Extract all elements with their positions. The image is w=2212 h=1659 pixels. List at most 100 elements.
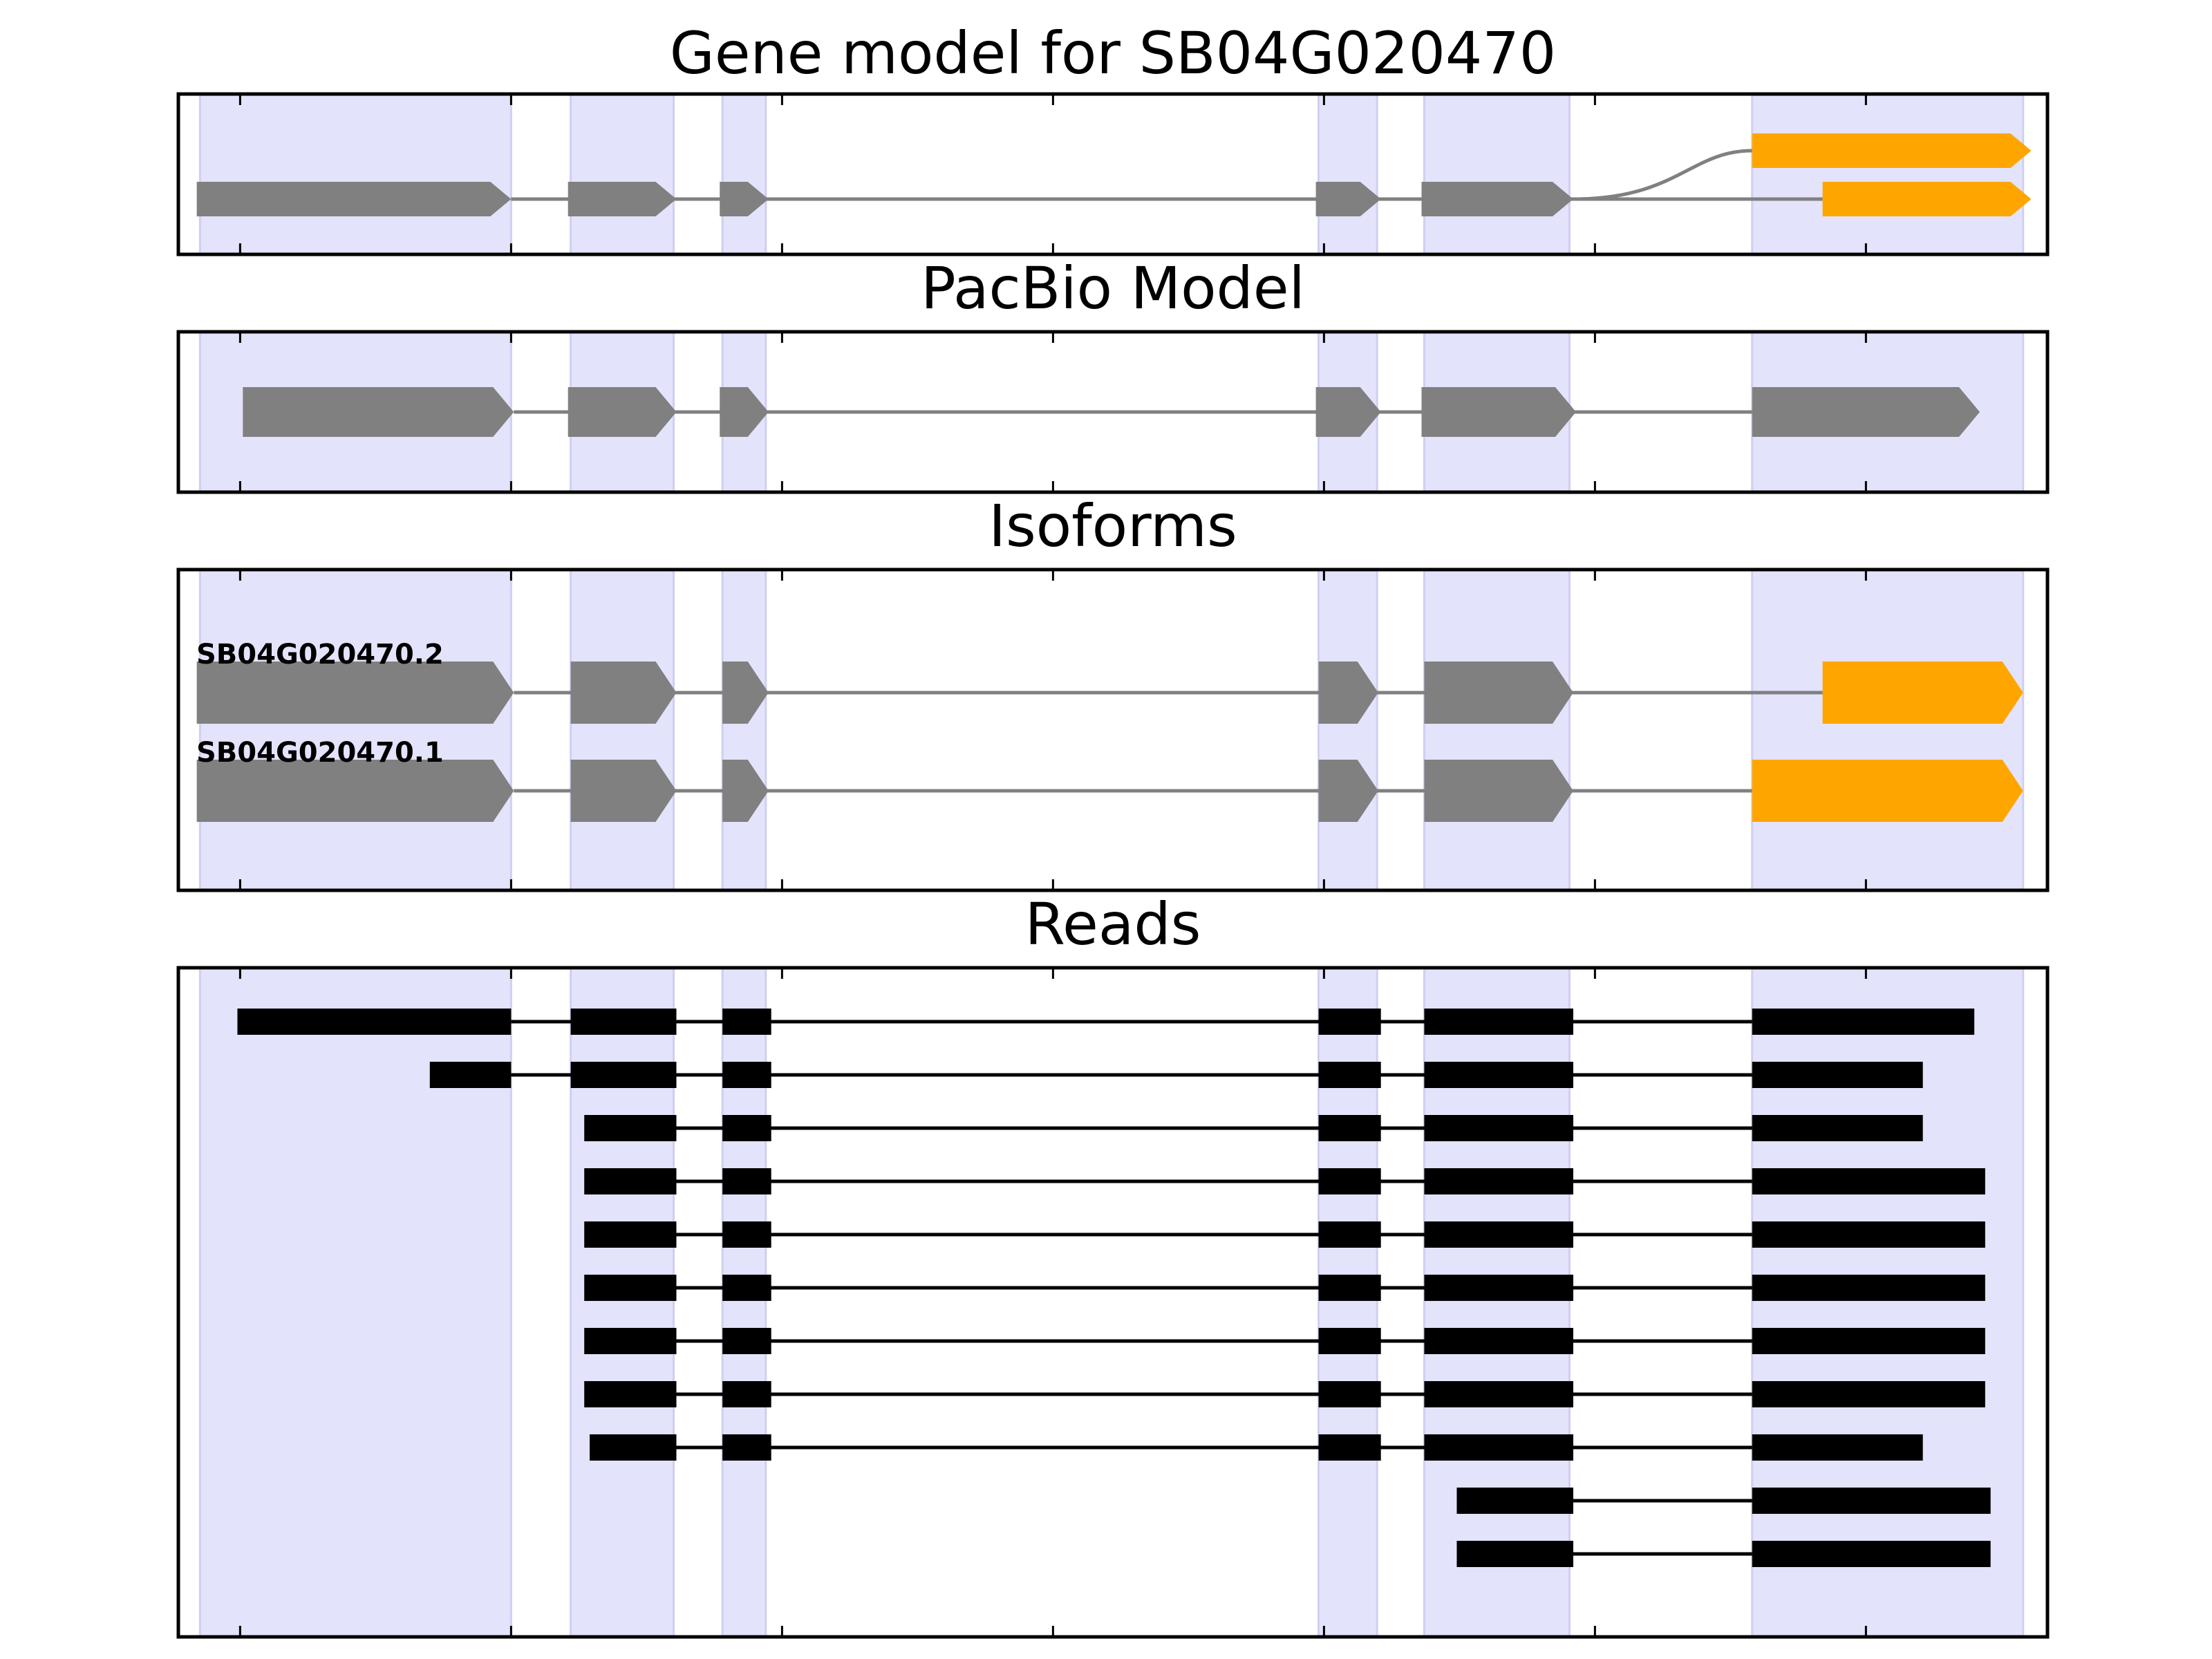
read-block xyxy=(584,1328,677,1354)
read-block xyxy=(722,1062,771,1088)
panel-frame xyxy=(176,330,2050,494)
exon xyxy=(1424,760,1574,822)
shaded-region xyxy=(198,568,512,892)
isoform-label: SB04G020470.2 xyxy=(196,639,444,671)
exon xyxy=(568,387,677,437)
read-block xyxy=(1318,1275,1381,1301)
exon xyxy=(1822,662,2023,724)
read-track xyxy=(1456,1541,1991,1567)
panel-frame xyxy=(176,568,2050,892)
read-block xyxy=(1752,1488,1991,1514)
read-block xyxy=(722,1381,771,1407)
exon xyxy=(722,662,769,724)
shaded-region xyxy=(721,93,767,256)
exon xyxy=(570,662,677,724)
read-block xyxy=(1456,1541,1574,1567)
read-track xyxy=(590,1434,1923,1461)
read-block xyxy=(1318,1221,1381,1248)
exon xyxy=(1318,760,1378,822)
read-block xyxy=(1752,1381,1985,1407)
read-block xyxy=(1456,1488,1574,1514)
read-block xyxy=(1318,1328,1381,1354)
read-block xyxy=(1752,1221,1985,1248)
read-block xyxy=(722,1009,771,1035)
exon xyxy=(196,182,512,216)
x-tick-label: 47765000 xyxy=(944,1658,1163,1659)
exon xyxy=(1424,662,1574,724)
read-block xyxy=(1318,1115,1381,1141)
gene-track xyxy=(243,387,1980,437)
exon xyxy=(1421,182,1574,216)
read-block xyxy=(1752,1009,1975,1035)
x-tick-label: 47764500 xyxy=(673,1658,892,1659)
exon xyxy=(1315,182,1381,216)
read-block xyxy=(1752,1541,1991,1567)
read-block xyxy=(1318,1009,1381,1035)
read-track xyxy=(237,1009,1975,1035)
read-block xyxy=(570,1062,677,1088)
read-block xyxy=(584,1168,677,1194)
exon xyxy=(720,387,769,437)
shaded-region xyxy=(1751,568,2025,892)
panel-0: Gene model for SB04G020470 xyxy=(176,19,2050,256)
read-block xyxy=(1752,1168,1985,1194)
panel-1: PacBio Model xyxy=(176,254,2050,494)
exon xyxy=(196,760,514,822)
panel-frame xyxy=(176,966,2050,1639)
shaded-region xyxy=(570,568,675,892)
read-block xyxy=(722,1275,771,1301)
read-block xyxy=(722,1168,771,1194)
read-block xyxy=(1424,1221,1574,1248)
shaded-region xyxy=(570,93,675,256)
read-block xyxy=(1424,1168,1574,1194)
exon xyxy=(720,182,769,216)
read-track xyxy=(584,1275,1985,1301)
read-block xyxy=(1318,1381,1381,1407)
exon xyxy=(1752,760,2023,822)
isoform-label: SB04G020470.1 xyxy=(196,737,444,769)
panel-2: Isoforms SB04G020470.2 SB04G020470.1 xyxy=(176,492,2050,892)
read-block xyxy=(722,1115,771,1141)
read-track xyxy=(584,1168,1985,1194)
read-block xyxy=(1424,1328,1574,1354)
read-track xyxy=(429,1062,1923,1088)
panel-title: Isoforms xyxy=(988,492,1237,560)
exon xyxy=(722,760,769,822)
shaded-region xyxy=(1318,93,1378,256)
read-block xyxy=(584,1381,677,1407)
read-block xyxy=(1424,1434,1574,1461)
panel-frame xyxy=(176,92,2050,256)
read-block xyxy=(1752,1062,1923,1088)
panel-title: Reads xyxy=(1025,890,1201,958)
exon xyxy=(1752,387,1980,437)
panel-3: Reads xyxy=(176,890,2050,1639)
read-block xyxy=(590,1434,677,1461)
read-block xyxy=(722,1328,771,1354)
read-block xyxy=(1318,1434,1381,1461)
exon xyxy=(1318,662,1378,724)
read-track xyxy=(584,1328,1985,1354)
read-block xyxy=(1318,1168,1381,1194)
exon xyxy=(570,760,677,822)
shaded-region xyxy=(721,568,767,892)
gene-track: SB04G020470.2 xyxy=(196,639,2023,724)
read-block xyxy=(1424,1381,1574,1407)
exon xyxy=(243,387,514,437)
read-track xyxy=(584,1381,1985,1407)
shaded-region xyxy=(1318,568,1378,892)
exon xyxy=(568,182,677,216)
read-track xyxy=(1456,1488,1991,1514)
read-block xyxy=(584,1275,677,1301)
x-tick-label: 47766500 xyxy=(1757,1658,1976,1659)
exon xyxy=(1822,182,2032,216)
shaded-region xyxy=(198,93,512,256)
read-block xyxy=(1752,1328,1985,1354)
exon xyxy=(1421,387,1576,437)
read-block xyxy=(722,1434,771,1461)
read-block xyxy=(1752,1434,1923,1461)
exon xyxy=(1752,133,2032,168)
read-track xyxy=(584,1115,1923,1141)
read-block xyxy=(1752,1115,1923,1141)
read-block xyxy=(584,1221,677,1248)
